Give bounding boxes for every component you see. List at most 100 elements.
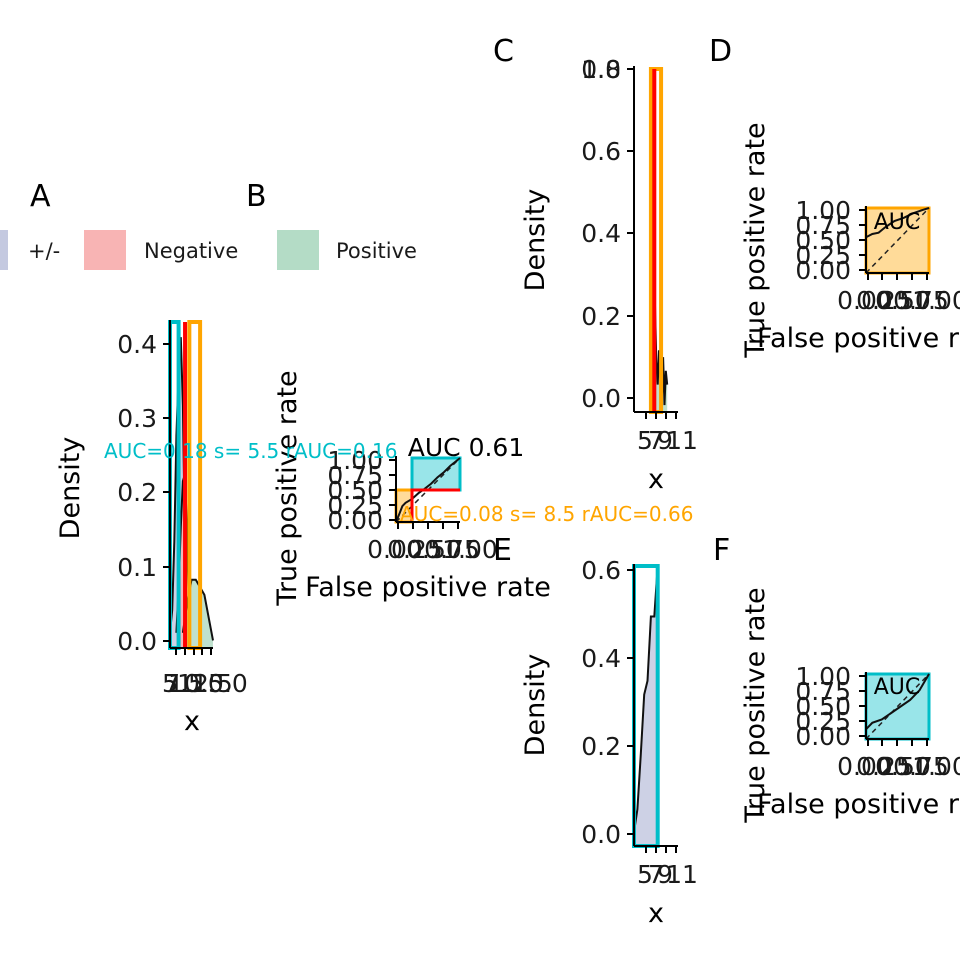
panel-c-x-ticks: 5 7 9 11 bbox=[637, 412, 698, 455]
diagonal-reference bbox=[865, 673, 930, 740]
panel-f-y-label: True positive rate bbox=[740, 587, 771, 823]
y-tick-label: 0.25 bbox=[327, 491, 383, 520]
panel-f-plot-area bbox=[864, 672, 931, 741]
panel-f-x-label: False positive rate bbox=[757, 789, 960, 820]
x-tick-label: 0.75 bbox=[424, 535, 480, 564]
panel-a-y-ticks: 0.0 0.1 0.2 0.3 0.4 bbox=[117, 330, 170, 656]
legend-label-positive: Positive bbox=[336, 239, 417, 263]
legend-label-neutral: +/- bbox=[28, 239, 60, 263]
x-tick-label: 0.25 bbox=[856, 752, 912, 781]
y-tick-label: 0.4 bbox=[581, 644, 621, 673]
panel-f-auc-label: AUC bbox=[874, 675, 921, 700]
roc-threshold-step bbox=[410, 488, 460, 522]
panel-b-auc-label: AUC 0.61 bbox=[408, 433, 524, 462]
panel-c: C 0.0 0.2 0.4 0.6 0.8 1.0 5 7 9 11 bbox=[493, 34, 698, 495]
panel-a-tag: A bbox=[30, 179, 51, 214]
y-tick-label: 0.25 bbox=[795, 707, 851, 736]
panel-c-y-label: Density bbox=[520, 189, 551, 292]
y-tick-label: 0.50 bbox=[327, 476, 383, 505]
x-tick-label: 12.5 bbox=[177, 669, 233, 698]
y-tick-label: 0.8 bbox=[581, 55, 621, 84]
x-tick-label: 10.0 bbox=[168, 669, 224, 698]
x-tick-label: 0.00 bbox=[367, 535, 423, 564]
panel-c-x-label: x bbox=[648, 464, 664, 495]
panel-d-x-ticks: 0.00 0.25 0.50 0.75 1.00 bbox=[837, 273, 960, 315]
roc-curve bbox=[865, 673, 930, 730]
x-tick-label: 5 bbox=[637, 860, 653, 889]
panel-e-x-ticks: 5 7 9 11 bbox=[637, 846, 698, 889]
panel-e-y-label: Density bbox=[520, 654, 551, 757]
x-tick-label: 5 bbox=[637, 426, 653, 455]
panel-e-y-ticks: 0.0 0.2 0.4 0.6 bbox=[581, 556, 634, 849]
panel-c-plot-area bbox=[648, 67, 669, 414]
panel-d-x-label: False positive rate bbox=[757, 323, 960, 354]
roc-curve bbox=[865, 207, 930, 239]
density-line bbox=[633, 565, 659, 833]
y-tick-label: 0.50 bbox=[795, 226, 851, 255]
legend: +/- Negative Positive bbox=[0, 230, 417, 270]
panel-b-x-label: False positive rate bbox=[305, 572, 551, 603]
panel-d-y-label: True positive rate bbox=[740, 122, 771, 358]
y-tick-label: 0.0 bbox=[581, 384, 621, 413]
panel-b-plot-area bbox=[394, 456, 462, 524]
x-tick-label: 1.00 bbox=[442, 535, 498, 564]
panel-f-tag: F bbox=[713, 533, 730, 568]
x-tick-label: 0.00 bbox=[837, 286, 893, 315]
y-tick-label: 0.1 bbox=[117, 553, 157, 582]
panel-a-x-label: x bbox=[184, 706, 200, 737]
x-tick-label: 0.75 bbox=[893, 286, 949, 315]
x-tick-label: 1.00 bbox=[912, 286, 960, 315]
x-tick-label: 0.75 bbox=[893, 752, 949, 781]
y-tick-label: 0.6 bbox=[581, 556, 621, 585]
x-tick-label: 7.5 bbox=[164, 669, 204, 698]
x-tick-label: 9 bbox=[657, 426, 673, 455]
x-tick-label: 9 bbox=[657, 860, 673, 889]
legend-label-negative: Negative bbox=[144, 239, 238, 263]
y-tick-label: 0.75 bbox=[327, 461, 383, 490]
y-tick-label: 1.00 bbox=[795, 196, 851, 225]
panel-e: E 0.0 0.2 0.4 0.6 5 7 9 11 x Density bbox=[493, 533, 698, 929]
x-tick-label: 1.00 bbox=[912, 752, 960, 781]
panel-e-plot-area bbox=[632, 564, 660, 848]
y-tick-label: 0.2 bbox=[117, 478, 157, 507]
y-tick-label: 0.2 bbox=[581, 732, 621, 761]
panel-b-tag: B bbox=[246, 179, 267, 214]
x-tick-label: 0.00 bbox=[837, 752, 893, 781]
panel-b-y-label: True positive rate bbox=[272, 370, 303, 606]
x-tick-label: 11 bbox=[666, 860, 698, 889]
panel-c-tag: C bbox=[493, 34, 514, 69]
y-tick-label: 0.4 bbox=[117, 330, 157, 359]
x-tick-label: 0.25 bbox=[387, 535, 443, 564]
y-tick-label: 0.2 bbox=[581, 302, 621, 331]
diagonal-reference bbox=[865, 207, 930, 274]
x-tick-label: 7 bbox=[648, 426, 664, 455]
panel-e-tag: E bbox=[493, 533, 512, 568]
panel-b: B AUC 0.61 0.00 0.25 0.50 0.75 1.00 0.00… bbox=[104, 179, 693, 607]
y-tick-label: 0.25 bbox=[795, 241, 851, 270]
y-tick-label: 0.00 bbox=[327, 506, 383, 535]
panel-f-x-ticks: 0.00 0.25 0.50 0.75 1.00 bbox=[837, 739, 960, 781]
legend-swatch-neutral bbox=[0, 230, 8, 270]
y-tick-label: 0.6 bbox=[581, 137, 621, 166]
panel-d-y-ticks: 0.00 0.25 0.50 0.75 1.00 bbox=[795, 196, 866, 285]
annotation-cyan: AUC=0.18 s= 5.5 rAUC=0.16 bbox=[104, 439, 397, 463]
legend-swatch-negative bbox=[84, 230, 126, 270]
x-tick-label: 15.0 bbox=[192, 669, 248, 698]
y-tick-label: 0.0 bbox=[117, 627, 157, 656]
legend-swatch-positive bbox=[277, 230, 319, 270]
y-tick-label: 0.00 bbox=[795, 722, 851, 751]
y-tick-label: 0.4 bbox=[581, 219, 621, 248]
panel-a-x-ticks: 5 7.5 10.0 12.5 15.0 bbox=[162, 648, 248, 698]
x-tick-label: 0.50 bbox=[875, 286, 931, 315]
y-tick-label: 1.00 bbox=[795, 662, 851, 691]
panel-a-plot-area bbox=[168, 320, 214, 650]
y-tick-label: 1.0 bbox=[581, 55, 621, 84]
x-tick-label: 0.25 bbox=[856, 286, 912, 315]
panel-c-y-ticks: 0.0 0.2 0.4 0.6 0.8 1.0 bbox=[581, 55, 634, 413]
y-tick-label: 1.00 bbox=[327, 446, 383, 475]
panel-d-auc-label: AUC bbox=[874, 210, 921, 235]
x-tick-label: 5 bbox=[162, 669, 178, 698]
panel-b-y-ticks: 0.00 0.25 0.50 0.75 1.00 bbox=[327, 446, 396, 535]
panel-f: F AUC 0.00 0.25 0.50 0.75 1.00 0.00 0.25… bbox=[713, 533, 960, 824]
